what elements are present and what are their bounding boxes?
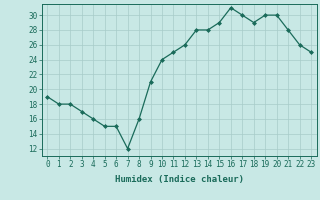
X-axis label: Humidex (Indice chaleur): Humidex (Indice chaleur) (115, 175, 244, 184)
